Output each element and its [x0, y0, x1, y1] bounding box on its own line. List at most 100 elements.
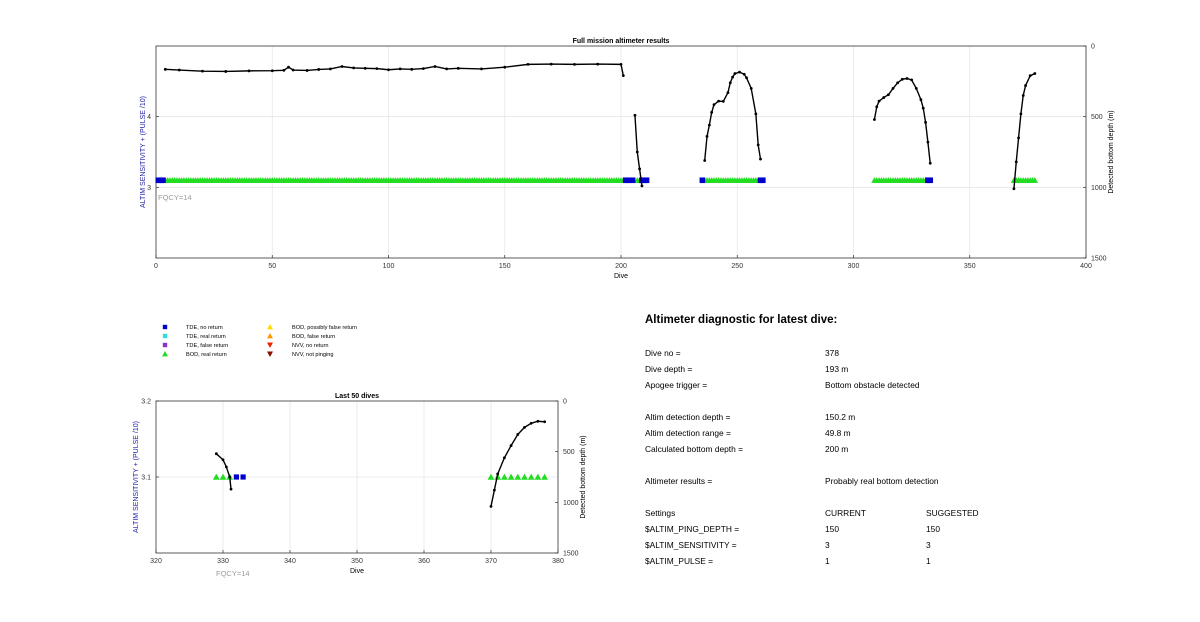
y2-tick-label: 1000: [1091, 185, 1107, 192]
y2-axis-label: Detected bottom depth (m): [580, 435, 587, 518]
sensitivity-current: 3: [825, 540, 830, 550]
legend-item-label: NVV, no return: [292, 343, 329, 349]
bottom-depth-point: [228, 475, 232, 479]
legend-square-marker: [162, 342, 168, 348]
bottom-depth-point: [910, 78, 914, 82]
bottom-depth-point: [731, 75, 734, 79]
y2-tick-label: 500: [563, 449, 575, 456]
settings-label: Settings: [645, 508, 676, 518]
bottom-depth-point: [873, 118, 876, 121]
calculated-bottom-depth-label: Calculated bottom depth =: [645, 444, 744, 454]
tde-no-return-marker: [699, 177, 706, 184]
bottom-depth-point: [882, 96, 886, 99]
chart-title: Full mission altimeter results: [573, 38, 670, 45]
bottom-depth-point: [492, 488, 496, 492]
legend-triangle-up-marker: [267, 333, 273, 339]
bottom-depth-point: [756, 143, 760, 147]
tde-no-return-marker: [160, 177, 166, 184]
last-50-dives-chart: 320 330 340 350 360 370 380 3.1 3.2 0 500 1000 1500 L…: [133, 393, 587, 578]
dive-depth-label: Dive depth =: [645, 364, 693, 374]
altim-detection-depth-row: Altim detection depth = 150.2 m: [645, 412, 1165, 424]
bottom-depth-point: [1028, 74, 1032, 78]
bod-real-return-marker: [507, 473, 515, 480]
bottom-depth-point: [635, 150, 639, 154]
x-tick-label: 300: [848, 263, 860, 270]
tde-no-return-marker: [760, 177, 766, 184]
legend-item-label: TDE, false return: [186, 343, 228, 349]
bod-real-return-marker: [527, 473, 535, 480]
bottom-depth-point: [1033, 72, 1037, 75]
bottom-depth-point: [247, 69, 251, 73]
bottom-depth-point: [305, 69, 309, 72]
y2-tick-label: 1000: [563, 500, 579, 507]
bottom-depth-point: [229, 487, 233, 491]
bottom-depth-point: [640, 184, 644, 188]
bottom-depth-point: [363, 66, 367, 70]
bottom-depth-point: [919, 98, 923, 102]
x-tick-label: 50: [268, 263, 276, 270]
bottom-depth-point: [710, 111, 714, 114]
bottom-depth-point: [1012, 187, 1016, 191]
bottom-depth-point: [433, 65, 437, 68]
bottom-depth-point: [928, 161, 932, 165]
altim-detection-depth-label: Altim detection depth =: [645, 412, 731, 422]
bottom-depth-point: [163, 67, 167, 71]
bottom-depth-point: [886, 93, 890, 97]
x-tick-label: 0: [154, 263, 158, 270]
bottom-depth-point: [221, 458, 225, 462]
dive-no-label: Dive no =: [645, 348, 681, 358]
bottom-depth-point: [536, 419, 540, 423]
pulse-row: $ALTIM_PULSE = 1 1: [645, 556, 1165, 568]
bottom-depth-point: [905, 77, 909, 80]
bottom-depth-point: [573, 62, 576, 66]
bottom-depth-point: [387, 68, 390, 72]
bod-real-return-marker: [534, 473, 542, 480]
altimeter-results-value: Probably real bottom detection: [825, 476, 939, 486]
altim-detection-range-label: Altim detection range =: [645, 428, 731, 438]
bottom-depth-point: [480, 67, 483, 71]
bod-real-return-marker: [521, 473, 528, 480]
bottom-depth-point: [398, 67, 402, 71]
bottom-depth-point: [509, 444, 513, 447]
bottom-depth-point: [1019, 112, 1023, 116]
fqcy-annotation: FQCY=14: [158, 193, 192, 202]
sensitivity-row: $ALTIM_SENSITIVITY = 3 3: [645, 540, 1165, 552]
bottom-depth-point: [596, 62, 600, 66]
legend-item-label: NVV, not pinging: [292, 352, 333, 358]
calculated-bottom-depth-row: Calculated bottom depth = 200 m: [645, 444, 1165, 456]
diagnostic-panel: Altimeter diagnostic for latest dive: Di…: [645, 312, 1165, 582]
bottom-depth-point: [891, 87, 895, 90]
pulse-suggested: 1: [926, 556, 931, 566]
bottom-depth-point: [201, 69, 204, 73]
bottom-depth-point: [749, 87, 753, 90]
bottom-depth-point: [875, 105, 879, 109]
bottom-depth-point: [177, 68, 181, 72]
bottom-depth-point: [1014, 160, 1018, 164]
bottom-depth-point: [705, 135, 709, 138]
bod-real-return-marker: [212, 473, 220, 480]
bottom-depth-point: [526, 62, 530, 66]
bottom-depth-point: [291, 68, 295, 72]
x-axis-label: Dive: [350, 568, 364, 575]
bottom-depth-line: [873, 77, 931, 164]
bod-real-return-marker: [501, 473, 508, 480]
x-tick-label: 350: [351, 558, 363, 565]
legend-triangle-up-marker: [267, 324, 273, 330]
x-tick-label: 330: [217, 558, 229, 565]
bottom-depth-point: [421, 67, 425, 71]
legend-triangle-down-marker: [267, 342, 273, 348]
apogee-trigger-row: Apogee trigger = Bottom obstacle detecte…: [645, 380, 1165, 392]
tde-no-return-marker: [927, 177, 934, 184]
legend-item-label: BOD, false return: [292, 334, 335, 340]
x-axis-label: Dive: [614, 273, 628, 280]
bottom-depth-point: [340, 65, 344, 68]
full-mission-chart: 0 50 100 150 200 250 300 350 400 3 4 0 500 1000 1500 Fu…: [140, 38, 1115, 280]
y2-tick-label: 1500: [563, 551, 579, 558]
x-tick-label: 200: [615, 263, 627, 270]
bottom-depth-point: [328, 67, 332, 71]
pulse-current: 1: [825, 556, 830, 566]
bottom-depth-point: [549, 62, 553, 66]
bottom-depth-point: [1017, 136, 1020, 140]
x-tick-label: 100: [383, 263, 395, 270]
dive-depth-row: Dive depth = 193 m: [645, 364, 1165, 376]
